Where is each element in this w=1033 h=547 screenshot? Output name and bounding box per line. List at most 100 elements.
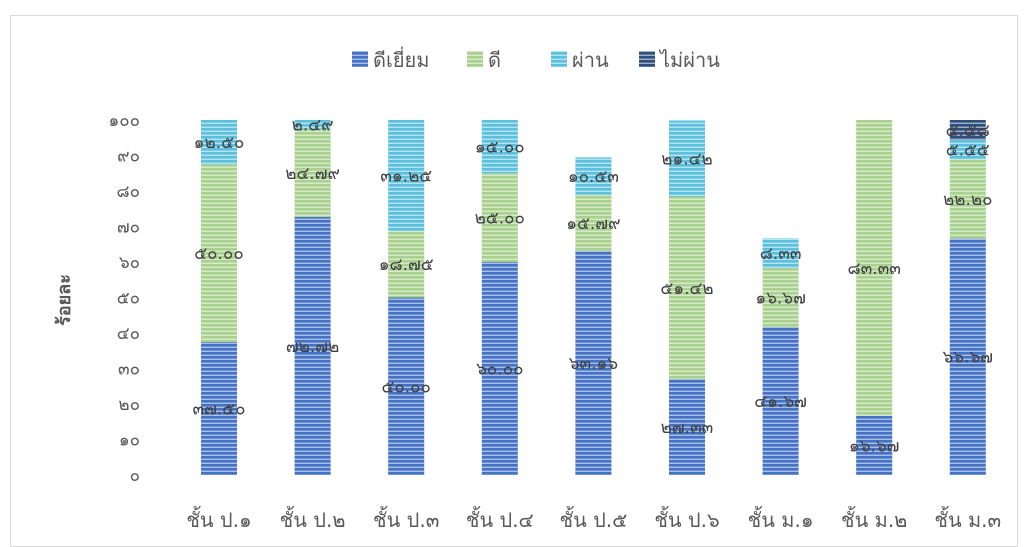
bar-segment-texture (575, 194, 612, 251)
y-tick-label: ๙๐ (117, 147, 140, 167)
legend-label: ดีเยี่ยม (373, 46, 429, 72)
bar-segment-texture (388, 297, 425, 475)
data-label: ๘๓.๓๓ (848, 259, 901, 279)
data-label: ๗๒.๗๒ (286, 337, 339, 357)
bar-segment-texture (388, 230, 425, 298)
bar-stack (856, 120, 893, 475)
data-labels: ๓๗.๕๐๕๐.๐๐๑๒.๕๐๗๒.๗๒๒๔.๗๙๒.๔๙๕๐.๐๐๑๘.๗๕๓… (192, 115, 993, 456)
bar-segment-texture (201, 341, 237, 475)
y-tick-label: ๔๐ (117, 324, 140, 344)
y-axis-ticks: ๐ ๑๐ ๒๐ ๓๐ ๔๐ ๕๐ ๖๐ ๗๐ ๘๐ ๙๐ ๑๐๐ (108, 111, 140, 486)
bar-segment-texture (762, 238, 799, 268)
bar-stack (669, 120, 705, 475)
y-tick-label: ๑๐ (119, 431, 140, 451)
legend-item: ดี (467, 48, 501, 72)
bar-segment-texture (481, 173, 518, 262)
y-tick-label: ๗๐ (117, 218, 140, 238)
legend-item: ดีเยี่ยม (352, 46, 429, 72)
bar-segment-texture (949, 139, 986, 160)
bar-stack (201, 120, 237, 475)
bar-segment-texture (201, 164, 237, 342)
data-label: ๕.๕๕ (946, 141, 990, 161)
category-label: ชั้น ป.๖ (654, 506, 719, 532)
bar-segment-texture (669, 379, 705, 475)
bar-stack (575, 157, 612, 475)
legend-swatch-texture (352, 51, 368, 67)
bar-stack (388, 120, 425, 475)
bar-segment-texture (949, 238, 986, 475)
data-label: ๑๖.๖๗ (755, 288, 806, 308)
data-label: ๔๑.๖๗ (754, 392, 807, 412)
category-label: ชั้น ป.๓ (373, 506, 439, 532)
bar-segment-texture (575, 250, 612, 475)
category-label: ชั้น ป.๕ (560, 506, 628, 532)
legend-item: ผ่าน (551, 48, 609, 72)
bar-stack (481, 120, 518, 475)
legend: ดีเยี่ยม ดี ผ่าน ไม่ผ่าน (352, 46, 720, 72)
bar-segment-texture (762, 327, 799, 475)
y-tick-label: ๑๐๐ (108, 111, 140, 131)
bar-stack (949, 120, 986, 475)
data-label: ๑๐.๕๓ (568, 167, 619, 187)
bar-segment-texture (201, 120, 237, 165)
data-label: ๑๕.๗๙ (566, 214, 620, 234)
data-label: ๕๑.๔๒ (660, 279, 713, 299)
legend-label: ไม่ผ่าน (658, 48, 720, 72)
x-axis-labels: ชั้น ป.๑ ชั้น ป.๒ ชั้น ป.๓ ชั้น ป.๔ ชั้น ป.๕… (186, 506, 1001, 532)
bar-segment-texture (856, 415, 893, 475)
data-label: ๒๕.๐๐ (475, 209, 525, 229)
data-label: ๓๑.๒๕ (380, 166, 432, 186)
category-label: ชั้น ม.๓ (934, 506, 1001, 532)
bar-segment-texture (856, 120, 893, 416)
data-label: ๒๔.๗๙ (285, 164, 340, 184)
data-label: ๑๖.๖๗ (849, 436, 900, 456)
bar-segment-texture (294, 120, 331, 129)
y-tick-label: ๕๐ (117, 289, 140, 309)
category-label: ชั้น ป.๑ (186, 506, 251, 532)
data-label: ๓๗.๕๐ (192, 399, 245, 419)
category-label: ชั้น ม.๑ (748, 506, 814, 532)
bar-segment-texture (388, 120, 425, 231)
data-label: ๑๕.๐๐ (475, 138, 525, 158)
bar-stack (762, 238, 799, 475)
bar-segment-texture (481, 262, 518, 475)
bar-segment-texture (294, 128, 331, 217)
y-tick-label: ๓๐ (118, 360, 140, 380)
bar-stack (294, 120, 331, 475)
category-label: ชั้น ป.๔ (466, 506, 534, 532)
bar-segment-texture (481, 120, 518, 174)
bar-segment-texture (949, 159, 986, 239)
data-label: ๕.๕๘ (946, 121, 990, 141)
category-label: ชั้น ป.๒ (280, 506, 346, 532)
data-label: ๖๐.๐๐ (476, 360, 523, 380)
data-label: ๕๐.๐๐ (381, 377, 430, 397)
bar-segment-texture (762, 267, 799, 328)
bar-segment-texture (669, 196, 705, 380)
data-label: ๖๖.๖๗ (943, 348, 994, 368)
data-label: ๒.๔๙ (292, 115, 334, 135)
legend-swatch-texture (639, 51, 655, 67)
data-label: ๑๘.๗๕ (379, 255, 434, 275)
data-label: ๘.๓๓ (760, 244, 802, 264)
legend-label: ดี (488, 48, 501, 72)
legend-swatch-texture (551, 51, 567, 67)
bar-segment-texture (294, 216, 331, 475)
bar-segment-texture (669, 120, 705, 197)
bars (201, 120, 986, 475)
data-label: ๑๒.๕๐ (194, 133, 245, 153)
y-tick-label: ๘๐ (117, 182, 141, 202)
data-label: ๒๒.๒๐ (943, 190, 992, 210)
data-label: ๒๑.๔๒ (661, 149, 712, 169)
legend-swatch-texture (467, 51, 483, 67)
category-label: ชั้น ม.๒ (841, 506, 907, 532)
data-label: ๒๗.๓๓ (661, 418, 714, 438)
bar-segment-texture (575, 157, 612, 195)
data-label: ๕๐.๐๐ (194, 244, 243, 264)
legend-label: ผ่าน (572, 48, 609, 72)
y-tick-label: ๖๐ (119, 253, 140, 273)
y-axis-title: ร้อยละ (54, 274, 75, 326)
data-label: ๖๓.๑๖ (569, 354, 618, 374)
legend-item: ไม่ผ่าน (639, 48, 720, 72)
bar-segment-texture (949, 120, 986, 140)
